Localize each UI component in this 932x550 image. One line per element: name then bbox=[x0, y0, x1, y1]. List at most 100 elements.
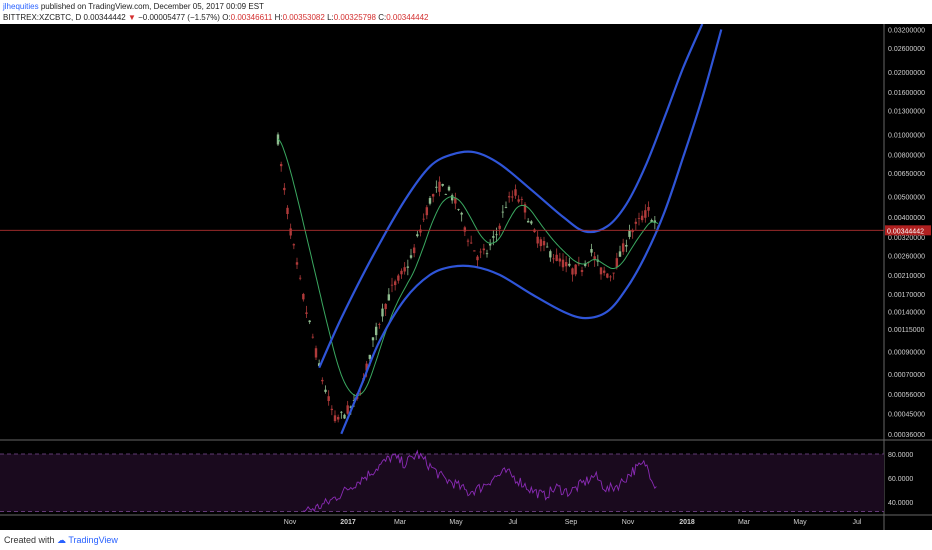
close-label: C: bbox=[378, 13, 387, 22]
candle-body bbox=[384, 303, 387, 310]
low-label: L: bbox=[327, 13, 334, 22]
candle-body bbox=[371, 337, 375, 341]
candle-body bbox=[492, 236, 495, 238]
y-tick-label: 0.00650000 bbox=[888, 171, 925, 178]
ohlc-line: BITTREX:XZCBTC, D 0.00344442 ▼ −0.000054… bbox=[3, 13, 429, 22]
published-text: published on TradingView.com, December 0… bbox=[40, 2, 264, 11]
candle-body bbox=[463, 227, 467, 232]
y-tick-label: 0.01000000 bbox=[888, 132, 925, 139]
candle-body bbox=[327, 396, 330, 401]
chart-header: jlhequities published on TradingView.com… bbox=[0, 0, 932, 24]
y-tick-label: 0.00070000 bbox=[888, 372, 925, 379]
x-tick-label: May bbox=[793, 519, 807, 526]
y-tick-label: 0.00320000 bbox=[888, 235, 925, 242]
candle-body bbox=[599, 267, 603, 275]
high-value: 0.00353082 bbox=[282, 13, 325, 22]
x-tick-label: May bbox=[449, 519, 463, 526]
price-pane[interactable]: 0.03200000 0.02600000 0.02000000 0.01600000… bbox=[0, 24, 932, 530]
x-tick-label: Sep bbox=[565, 519, 578, 526]
candle-body bbox=[349, 406, 353, 408]
channel-lower-line[interactable] bbox=[340, 29, 723, 435]
candle-body bbox=[431, 194, 435, 197]
candle-body bbox=[295, 262, 299, 265]
candle-body bbox=[340, 411, 343, 413]
y-tick-label: 0.02000000 bbox=[888, 70, 925, 77]
candle-body bbox=[333, 415, 337, 422]
x-tick-label: Nov bbox=[622, 519, 635, 526]
candle-body bbox=[485, 253, 489, 255]
candle-body bbox=[409, 255, 413, 258]
rsi-pane[interactable]: 80.0000 60.0000 40.0000 bbox=[0, 449, 913, 513]
x-tick-label: Jul bbox=[853, 519, 862, 526]
close-value: 0.00344442 bbox=[386, 13, 429, 22]
candle-body bbox=[498, 225, 501, 229]
down-arrow-icon: ▼ bbox=[127, 13, 136, 22]
candle-body bbox=[412, 247, 416, 254]
candle-body bbox=[482, 248, 486, 251]
candle-body bbox=[558, 258, 562, 262]
rsi-line bbox=[303, 449, 657, 513]
candle-body bbox=[308, 320, 311, 323]
candle-body bbox=[378, 324, 381, 325]
candle-body bbox=[507, 196, 511, 198]
candle-body bbox=[302, 293, 305, 300]
rsi-tick-label: 40.0000 bbox=[888, 500, 913, 507]
candle-body bbox=[359, 393, 362, 395]
candle-body bbox=[447, 186, 451, 191]
y-tick-label: 0.00115000 bbox=[888, 327, 925, 334]
candle-body bbox=[555, 254, 558, 261]
last-price-label: 0.00344442 bbox=[887, 228, 924, 235]
publish-line: jlhequities published on TradingView.com… bbox=[3, 2, 264, 11]
candle-body bbox=[425, 207, 429, 216]
time-axis[interactable]: Nov 2017 Mar May Jul Sep Nov 2018 Mar May Jul bbox=[284, 519, 862, 526]
y-tick-label: 0.00045000 bbox=[888, 412, 925, 419]
symbol-label: BITTREX:XZCBTC, D bbox=[3, 13, 82, 22]
candle-body bbox=[283, 187, 286, 191]
channel-upper-line[interactable] bbox=[318, 24, 704, 369]
x-tick-label: 2018 bbox=[679, 519, 695, 526]
candle-body bbox=[419, 229, 422, 233]
candle-body bbox=[460, 212, 463, 215]
y-tick-label: 0.00170000 bbox=[888, 292, 925, 299]
x-tick-label: 2017 bbox=[340, 519, 356, 526]
chart-area[interactable]: 0.03200000 0.02600000 0.02000000 0.01600000… bbox=[0, 24, 932, 530]
candle-body bbox=[422, 218, 425, 220]
candle-body bbox=[400, 270, 403, 275]
candle-body bbox=[549, 251, 552, 258]
candle-body bbox=[583, 263, 587, 266]
candle-body bbox=[602, 270, 606, 273]
footer: Created with ☁ TradingView bbox=[0, 530, 932, 550]
candle-body bbox=[580, 270, 584, 272]
candle-body bbox=[393, 281, 397, 286]
candle-body bbox=[590, 249, 593, 253]
candle-body bbox=[314, 348, 318, 358]
candle-body bbox=[317, 363, 321, 366]
candle-body bbox=[428, 198, 432, 204]
x-tick-label: Mar bbox=[394, 519, 407, 526]
candle-body bbox=[305, 312, 308, 314]
candle-body bbox=[397, 275, 400, 281]
candle-body bbox=[438, 181, 441, 192]
candle-body bbox=[403, 267, 406, 272]
candle-body bbox=[501, 211, 505, 213]
tradingview-link[interactable]: TradingView bbox=[68, 535, 118, 545]
candle-body bbox=[577, 263, 581, 265]
candle-body bbox=[539, 239, 543, 247]
candle-body bbox=[552, 258, 555, 260]
candle-body bbox=[523, 204, 527, 213]
y-tick-label: 0.00056000 bbox=[888, 392, 925, 399]
candle-body bbox=[640, 215, 644, 221]
candle-body bbox=[406, 266, 410, 268]
candle-body bbox=[441, 183, 444, 186]
candle-body bbox=[612, 272, 615, 274]
author-link[interactable]: jlhequities bbox=[3, 2, 39, 11]
last-price: 0.00344442 bbox=[83, 13, 126, 22]
high-label: H: bbox=[274, 13, 283, 22]
y-tick-label: 0.02600000 bbox=[888, 46, 925, 53]
candle-body bbox=[530, 221, 533, 224]
candle-body bbox=[561, 259, 565, 268]
y-tick-label: 0.01600000 bbox=[888, 90, 925, 97]
candle-body bbox=[457, 209, 460, 210]
last-price-badge bbox=[885, 225, 931, 236]
candle-body bbox=[479, 251, 482, 253]
